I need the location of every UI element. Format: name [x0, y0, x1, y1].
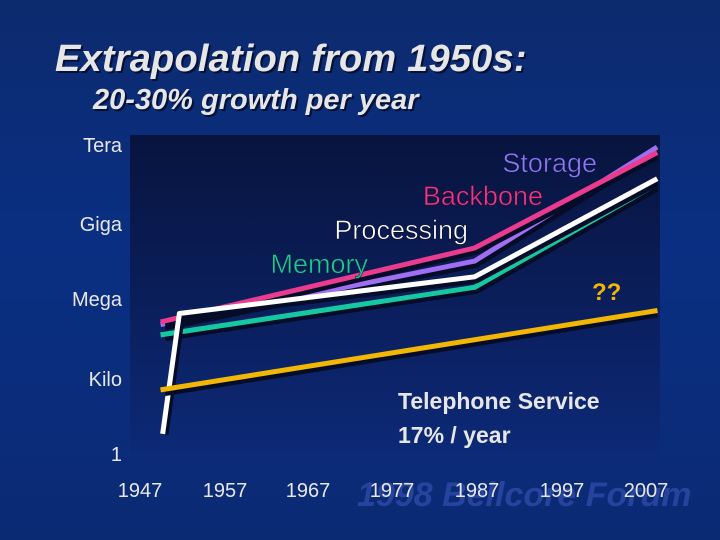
- bellcore-watermark: 1998 Bellcore Forum: [357, 476, 691, 514]
- telephone-label-line1: Telephone Service: [398, 388, 600, 414]
- backbone-label: Backbone: [423, 181, 543, 211]
- x-tick-label-1947: 1947: [118, 480, 163, 502]
- y-tick-label-giga: Giga: [80, 214, 123, 236]
- unknown-label: ??: [592, 279, 621, 306]
- storage-label: Storage: [502, 148, 597, 178]
- x-tick-label-1957: 1957: [203, 480, 248, 502]
- series-line-backbone: [159, 150, 659, 325]
- series-shadow-telephone-service: [164, 310, 658, 396]
- page-subtitle: 20-30% growth per year: [93, 84, 419, 116]
- x-tick-label-2007: 2007: [624, 480, 669, 502]
- x-tick-label-1977: 1977: [370, 480, 415, 502]
- x-tick-label-1997: 1997: [540, 480, 585, 502]
- y-tick-label-tera: Tera: [83, 135, 123, 157]
- series-line-processing: [160, 176, 659, 435]
- processing-label: Processing: [334, 215, 468, 245]
- series-shadow-memory: [164, 185, 659, 341]
- telephone-label-line2: 17% / year: [398, 422, 511, 448]
- x-tick-label-1967: 1967: [286, 480, 331, 502]
- series-line-telephone-service: [160, 308, 658, 393]
- y-tick-label-one: 1: [111, 444, 122, 466]
- x-tick-label-1987: 1987: [455, 480, 500, 502]
- memory-label: Memory: [270, 249, 368, 279]
- y-tick-label-kilo: Kilo: [89, 369, 122, 391]
- y-tick-label-mega: Mega: [72, 289, 123, 311]
- page-title: Extrapolation from 1950s:: [55, 38, 527, 80]
